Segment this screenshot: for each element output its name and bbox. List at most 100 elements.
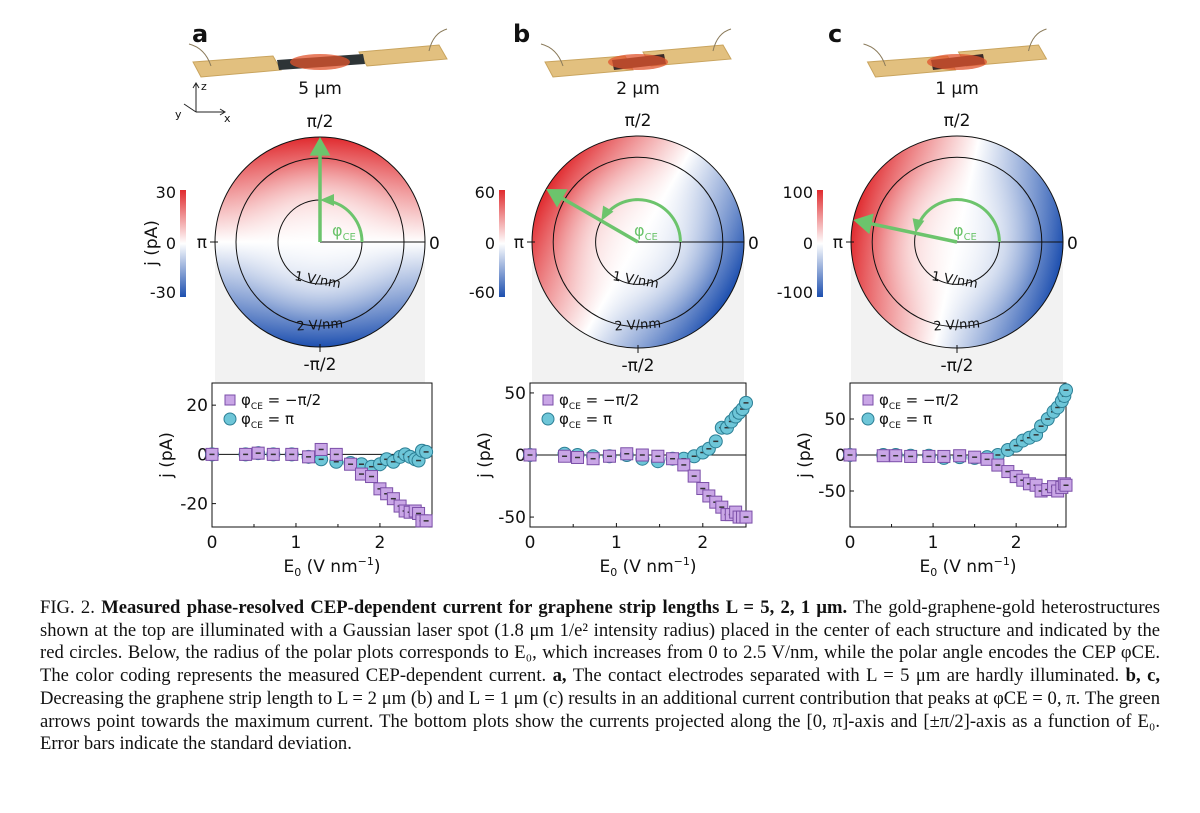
- legend-rest: = π: [581, 410, 612, 428]
- x-label-unit: (V nm: [301, 557, 357, 577]
- phi-arc: [329, 199, 364, 243]
- x-tick-label: 2: [375, 533, 386, 553]
- x-axis-label: E0 (V nm−1): [919, 555, 1016, 579]
- x-tick-label: 1: [611, 533, 622, 553]
- phi-ce-label: φCE: [634, 221, 658, 243]
- colorbar-max: 100: [782, 183, 813, 202]
- x-tick-label: 0: [845, 533, 856, 553]
- panel-letter: c: [828, 20, 842, 48]
- wire: [863, 43, 886, 67]
- legend-square-icon: [542, 394, 554, 406]
- panel-letter: a: [192, 20, 208, 48]
- x-label-sub: 0: [610, 566, 617, 579]
- legend-sub: CE: [569, 421, 581, 431]
- x-axis-label: E0 (V nm−1): [599, 555, 696, 579]
- x-label-sub: 0: [294, 566, 301, 579]
- caption-a-text: The contact electrodes separated with L …: [572, 665, 1120, 687]
- colorbar: [499, 190, 505, 297]
- phi-symbol: φ: [332, 221, 343, 240]
- caption-a-label: a,: [552, 665, 567, 687]
- x-tick-label: 2: [697, 533, 708, 553]
- phi-ce-label: φCE: [332, 221, 356, 243]
- y-tick-label: 50: [824, 410, 846, 430]
- colorbar: [180, 190, 186, 297]
- ring-2-label: 2 V/nm: [614, 316, 662, 334]
- legend-phi: φ: [241, 391, 251, 409]
- legend-rest: = π: [901, 410, 932, 428]
- laser-spot: [927, 54, 987, 70]
- angle-label-pi-half: π/2: [307, 112, 334, 132]
- legend-sub: CE: [569, 402, 581, 412]
- x-label-end: ): [1010, 557, 1017, 577]
- legend-label: φCE = π: [241, 410, 294, 431]
- y-tick-label: 50: [504, 384, 526, 404]
- wire: [540, 43, 564, 67]
- axis-z-label: z: [201, 80, 207, 93]
- caption-bc-label: b, c,: [1125, 665, 1161, 687]
- y-tick-label: -50: [498, 508, 526, 528]
- axis-x-label: x: [224, 112, 231, 125]
- x-label-sup: −1: [674, 555, 690, 568]
- axis-y-label: y: [175, 108, 182, 121]
- angle-label-minus-pi-half: -π/2: [304, 355, 337, 375]
- x-tick-label: 0: [207, 533, 218, 553]
- legend-rest: = −π/2: [901, 391, 959, 409]
- y-tick-label: 0: [515, 446, 526, 466]
- x-tick-label: 1: [291, 533, 302, 553]
- colorbar: [817, 190, 823, 297]
- caption-fig-label: FIG. 2.: [40, 597, 95, 618]
- strip-length-label: 2 µm: [616, 79, 660, 99]
- wire: [1028, 28, 1047, 52]
- wire: [188, 43, 212, 67]
- x-tick-label: 0: [525, 533, 536, 553]
- y-axis-label: j (pA): [157, 432, 177, 479]
- angle-label-pi-half: π/2: [625, 111, 652, 131]
- legend-label: φCE = π: [559, 410, 612, 431]
- arrowhead-icon: [853, 213, 874, 235]
- legend-square-icon: [224, 394, 236, 406]
- x-label-end: ): [690, 557, 697, 577]
- phi-symbol: φ: [634, 221, 645, 240]
- x-label-sub: 0: [930, 566, 937, 579]
- x-label-end: ): [374, 557, 381, 577]
- legend-rest: = π: [263, 410, 294, 428]
- legend-label: φCE = −π/2: [241, 391, 321, 412]
- legend-phi: φ: [241, 410, 251, 428]
- strip-length-label: 1 µm: [935, 79, 979, 99]
- caption-bc-text: Decreasing the graphene strip length to …: [40, 687, 1160, 755]
- legend-rest: = −π/2: [263, 391, 321, 409]
- legend-sub: CE: [251, 402, 263, 412]
- left-electrode: [192, 55, 282, 78]
- x-label-sup: −1: [994, 555, 1010, 568]
- x-label-main: E: [283, 557, 294, 577]
- right-electrode: [358, 44, 448, 67]
- wire: [712, 28, 732, 52]
- colorbar-min: -60: [469, 283, 495, 302]
- legend-label: φCE = −π/2: [879, 391, 959, 412]
- legend-sub: CE: [889, 421, 901, 431]
- legend-circle-icon: [861, 412, 875, 426]
- y-tick-label: -20: [180, 495, 208, 515]
- max-current-arrow: [864, 220, 958, 244]
- angle-label-minus-pi-half: -π/2: [941, 356, 974, 376]
- y-tick-label: 0: [835, 446, 846, 466]
- device-illustration: [540, 28, 732, 78]
- colorbar-label: j (pA): [142, 220, 162, 267]
- arrowhead-icon: [546, 189, 568, 208]
- x-label-main: E: [919, 557, 930, 577]
- colorbar-min: -30: [150, 283, 176, 302]
- legend-circle-icon: [223, 412, 237, 426]
- legend-square-icon: [862, 394, 874, 406]
- arrowhead-icon: [309, 137, 331, 156]
- x-label-main: E: [599, 557, 610, 577]
- legend-label: φCE = π: [879, 410, 932, 431]
- colorbar-zero: 0: [803, 234, 813, 253]
- phi-arc: [606, 198, 682, 243]
- y-axis-label: j (pA): [475, 432, 495, 479]
